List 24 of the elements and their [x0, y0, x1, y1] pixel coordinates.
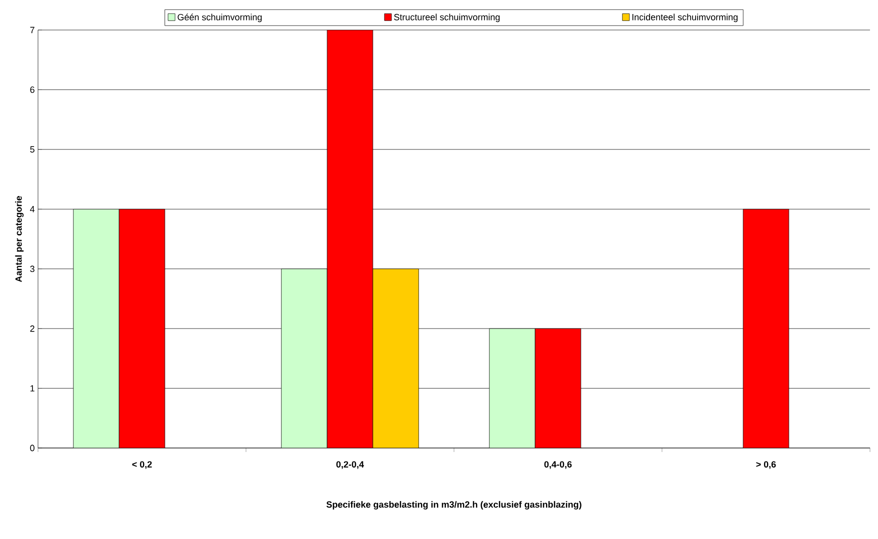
y-tick-label: 4: [30, 206, 35, 212]
bar: [73, 208, 120, 448]
x-tick-label: 0,2-0,4: [336, 461, 364, 469]
x-tick-label: < 0,2: [132, 461, 152, 469]
legend-label: Géén schuimvorming: [178, 14, 262, 22]
bar: [534, 328, 582, 448]
y-tick-label: 6: [30, 86, 34, 93]
bar: [742, 208, 790, 448]
y-axis-title: Aantal per categorie: [15, 196, 24, 282]
x-tick-label: 0,4-0,6: [544, 461, 572, 469]
legend-label: Incidenteel schuimvorming: [632, 14, 738, 22]
x-axis-title: Specifieke gasbelasting in m3/m2.h (exclusief gasinblazing): [326, 501, 582, 510]
y-tick-label: 0: [30, 444, 34, 452]
bar: [281, 268, 328, 448]
bar: [326, 30, 374, 448]
y-tick-label: 5: [30, 146, 34, 153]
y-tick-label: 7: [30, 26, 34, 34]
bar: [118, 208, 166, 448]
y-tick-label: 1: [30, 385, 34, 392]
bar: [489, 328, 536, 448]
x-tick-label: > 0,6: [756, 461, 776, 469]
y-tick-label: 2: [30, 325, 34, 332]
legend-label: Structureel schuimvorming: [394, 14, 500, 22]
y-tick-label: 3: [30, 266, 34, 272]
